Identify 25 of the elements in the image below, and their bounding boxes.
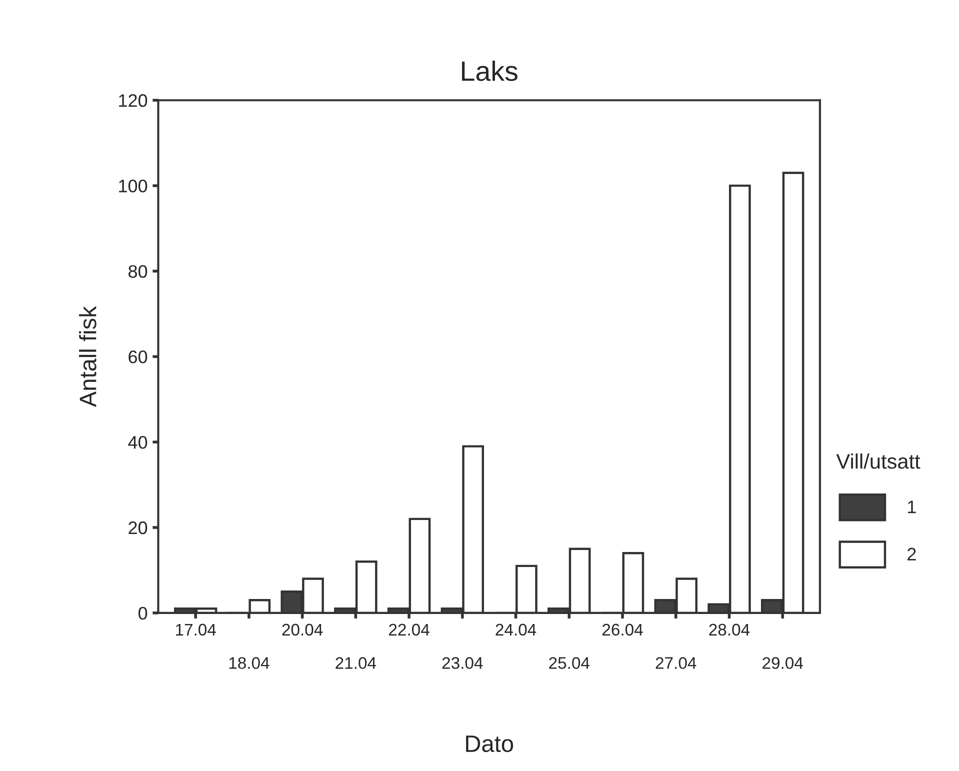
x-tick-label: 27.04 bbox=[656, 657, 696, 669]
x-axis-title: Dato bbox=[466, 736, 514, 752]
y-tick-label: 0 bbox=[138, 606, 148, 620]
y-tick-label: 120 bbox=[119, 94, 148, 107]
x-tick-label: 18.04 bbox=[229, 657, 270, 669]
x-tick-label: 28.04 bbox=[709, 624, 750, 636]
legend-label: 2 bbox=[908, 548, 916, 560]
x-tick-label: 17.04 bbox=[176, 624, 216, 636]
x-tick-label: 24.04 bbox=[496, 624, 536, 636]
x-tick-label: 21.04 bbox=[336, 657, 376, 669]
y-tick-label: 80 bbox=[128, 265, 148, 278]
x-tick-label: 29.04 bbox=[762, 657, 803, 669]
legend-title: Vill/utsatt bbox=[836, 453, 920, 469]
x-tick-label: 26.04 bbox=[602, 624, 643, 636]
y-tick-label: 100 bbox=[119, 180, 148, 192]
y-axis-title: Antall fisk bbox=[79, 306, 96, 408]
x-tick-label: 25.04 bbox=[549, 657, 590, 669]
y-tick-label: 20 bbox=[128, 521, 148, 534]
y-tick-label: 40 bbox=[128, 436, 148, 449]
chart-title: Laks bbox=[462, 60, 518, 82]
legend-label: 1 bbox=[908, 500, 916, 514]
x-tick-label: 23.04 bbox=[442, 657, 483, 669]
y-tick-label: 60 bbox=[128, 350, 148, 364]
x-tick-label: 20.04 bbox=[282, 624, 323, 636]
x-tick-label: 22.04 bbox=[389, 624, 430, 636]
